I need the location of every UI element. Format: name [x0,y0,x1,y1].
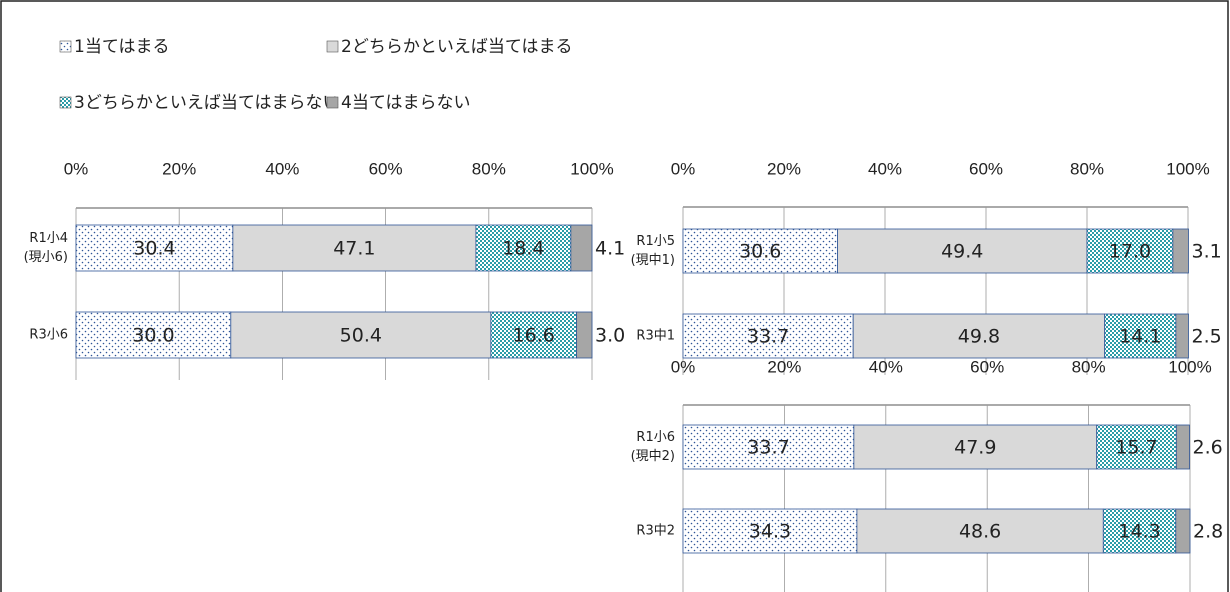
category-label: R3中1 [636,329,675,344]
value-label: 18.4 [502,238,544,260]
bar-segment [1175,424,1190,470]
value-label: 15.7 [1115,437,1157,459]
x-tick-label: 100% [1166,159,1209,178]
x-tick-label: 60% [369,159,403,178]
category-label: R1小5 [636,234,675,249]
bar-segment [853,424,1098,470]
bar-segment [75,311,232,359]
value-label: 2.5 [1192,326,1222,348]
legend-label: 4当てはまらない [341,93,470,113]
x-tick-label: 100% [570,159,613,178]
value-label: 33.7 [747,326,789,348]
legend-label: 3どちらかといえば当てはまらない [74,93,339,113]
legend-swatch [59,40,72,53]
bar-segment [576,311,593,359]
bar-segment [682,424,855,470]
value-label: 47.1 [333,238,375,260]
x-tick-label: 60% [970,357,1004,376]
bar-segment [1175,508,1191,554]
x-tick-label: 40% [868,159,902,178]
legend-swatch [326,96,339,109]
x-tick-label: 20% [767,159,801,178]
value-label: 2.8 [1193,521,1223,543]
value-label: 3.0 [595,325,625,347]
category-label: R1小4 [29,231,68,246]
legend-label: 1当てはまる [74,37,169,57]
x-tick-label: 60% [969,159,1003,178]
bar-segment [475,224,572,272]
category-label: R1小6 [636,430,675,445]
legend-label: 2どちらかといえば当てはまる [341,37,572,57]
x-tick-label: 40% [869,357,903,376]
bar-segment [490,311,577,359]
bar-segment [232,224,477,272]
bar-segment [682,228,838,274]
category-label: (現中1) [631,253,675,268]
value-label: 34.3 [749,521,791,543]
value-label: 50.4 [340,325,382,347]
bar-segment [1104,313,1177,359]
bar-segment [1102,508,1177,554]
value-label: 16.6 [513,325,555,347]
bar-segment [856,508,1104,554]
bar-segment [682,508,858,554]
bar-segment [1175,313,1189,359]
value-label: 14.1 [1119,326,1161,348]
bar-segment [75,224,234,272]
value-label: 30.0 [132,325,174,347]
legend-swatch [59,96,72,109]
x-tick-label: 100% [1168,357,1211,376]
value-label: 30.4 [133,238,175,260]
x-tick-label: 80% [1072,357,1106,376]
value-label: 49.4 [941,241,983,263]
category-label: R3中2 [636,524,675,539]
bar-segment [1172,228,1189,274]
bar-segment [570,224,593,272]
bar-segment [837,228,1088,274]
value-label: 49.8 [958,326,1000,348]
bar-segment [1096,424,1177,470]
value-label: 48.6 [959,521,1001,543]
x-tick-label: 20% [162,159,196,178]
bar-segment [1086,228,1174,274]
category-label: R3小6 [29,328,68,343]
value-label: 3.1 [1192,241,1222,263]
value-label: 17.0 [1109,241,1151,263]
value-label: 33.7 [747,437,789,459]
bar-segment [682,313,854,359]
bar-segment [852,313,1106,359]
x-tick-label: 40% [265,159,299,178]
value-label: 2.6 [1192,437,1222,459]
value-label: 47.9 [954,437,996,459]
value-label: 14.3 [1118,521,1160,543]
x-tick-label: 80% [1070,159,1104,178]
value-label: 4.1 [595,238,625,260]
x-tick-label: 0% [671,357,696,376]
bar-segment [230,311,492,359]
x-tick-label: 0% [671,159,696,178]
category-label: (現小6) [24,250,68,265]
x-tick-label: 0% [64,159,89,178]
category-label: (現中2) [631,449,675,464]
x-tick-label: 20% [767,357,801,376]
value-label: 30.6 [739,241,781,263]
x-tick-label: 80% [472,159,506,178]
legend-swatch [326,40,339,53]
